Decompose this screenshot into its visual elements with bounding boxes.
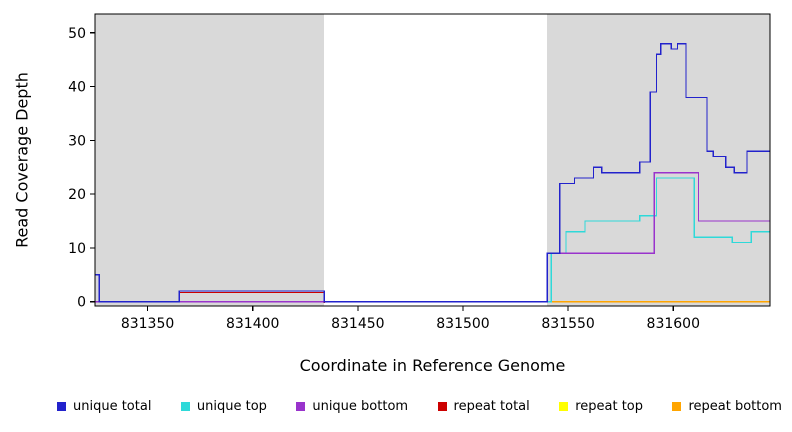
legend-label: unique top — [196, 399, 267, 414]
x-tick-label: 831450 — [331, 316, 384, 332]
x-tick-label: 831350 — [121, 316, 174, 332]
legend-label: repeat total — [453, 399, 530, 414]
x-axis-title: Coordinate in Reference Genome — [299, 356, 566, 375]
legend-label: repeat bottom — [688, 399, 782, 414]
y-tick-label: 20 — [68, 187, 86, 203]
plot-border — [94, 13, 771, 307]
legend-swatch-unique-bottom — [296, 402, 306, 411]
y-tick-label: 40 — [68, 80, 86, 96]
shaded-region-2 — [547, 14, 770, 306]
legend-item-repeat-total: repeat total — [437, 399, 530, 414]
y-axis-title: Read Coverage Depth — [12, 72, 32, 248]
legend-item-unique-bottom: unique bottom — [296, 399, 408, 414]
legend-item-unique-total: unique total — [57, 399, 151, 414]
legend: unique total unique top unique bottom repea… — [0, 399, 792, 414]
legend-swatch-unique-top — [180, 402, 190, 411]
legend-item-repeat-bottom: repeat bottom — [672, 399, 782, 414]
legend-swatch-repeat-total — [437, 402, 447, 411]
shaded-region-1 — [95, 14, 325, 306]
x-tick-label: 831400 — [226, 316, 279, 332]
legend-swatch-repeat-top — [559, 402, 569, 411]
y-tick-label: 50 — [68, 26, 86, 42]
legend-item-repeat-top: repeat top — [559, 399, 643, 414]
y-tick-label: 30 — [68, 133, 86, 149]
x-tick-label: 831600 — [647, 316, 700, 332]
x-tick-label: 831550 — [541, 316, 594, 332]
series-unique-total — [95, 42, 770, 303]
y-tick-label: 10 — [68, 241, 86, 257]
legend-label: unique bottom — [312, 399, 409, 414]
y-tick-label: 0 — [77, 295, 86, 311]
plot-area: 831350 831400 831450 831500 831550 831600 0 10 2… — [68, 13, 771, 332]
x-tick-label: 831500 — [436, 316, 489, 332]
legend-label: unique total — [73, 399, 152, 414]
legend-swatch-unique-total — [57, 402, 66, 411]
legend-item-unique-top: unique top — [180, 399, 267, 414]
legend-swatch-repeat-bottom — [672, 402, 682, 411]
legend-label: repeat top — [575, 399, 643, 414]
